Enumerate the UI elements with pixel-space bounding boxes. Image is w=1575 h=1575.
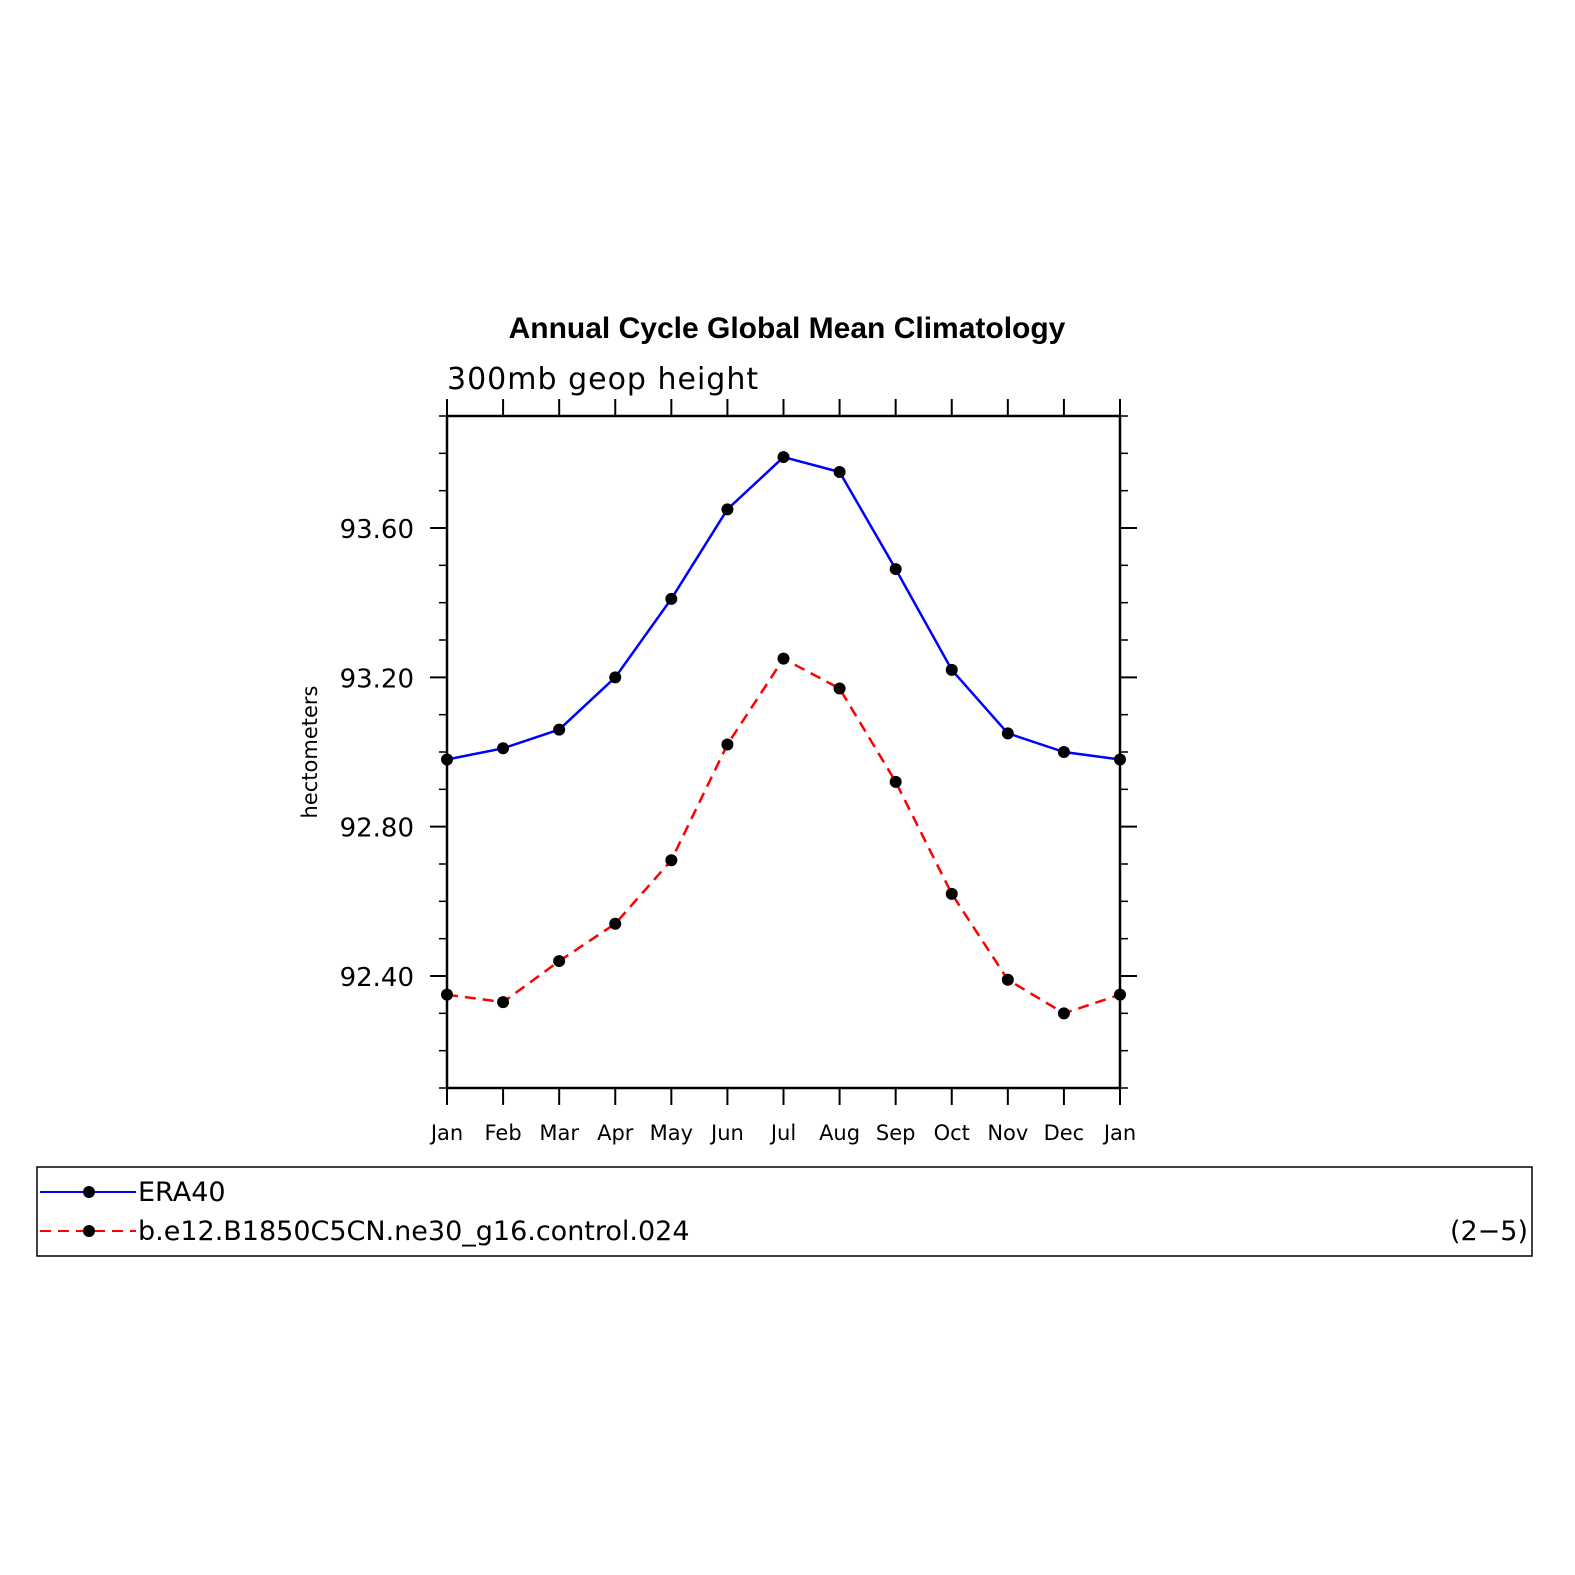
x-tick-label: Jul [769,1121,796,1145]
data-point-series-0 [889,563,902,576]
panel-label: (2−5) [1450,1216,1528,1247]
data-point-series-1 [721,738,734,751]
data-point-series-1 [945,887,958,900]
legend-box [36,1166,1533,1257]
data-point-series-0 [665,592,678,605]
data-point-series-0 [553,723,566,736]
series-line-1 [446,657,1121,1015]
x-tick-label: Jun [709,1121,744,1145]
data-point-series-0 [1114,753,1126,766]
x-tick-label: Mar [539,1121,579,1145]
data-point-series-0 [945,663,958,676]
data-point-series-1 [609,917,622,930]
y-tick-label: 92.80 [340,814,414,844]
data-point-series-1 [553,955,566,968]
data-point-series-1 [497,996,510,1009]
data-point-series-1 [1001,973,1014,986]
y-tick-label: 93.20 [340,664,414,694]
x-tick-label: Jan [1102,1121,1136,1145]
x-tick-label: Dec [1044,1121,1085,1145]
legend-marker-era40 [83,1186,95,1198]
data-point-series-0 [833,466,846,478]
data-point-series-0 [721,503,734,516]
data-point-series-1 [889,775,902,788]
x-tick-label: Jan [429,1121,463,1145]
chart-subtitle: 300mb geop height [447,362,759,397]
data-point-series-0 [441,753,453,766]
data-point-series-0 [1057,746,1070,758]
chart-title: Annual Cycle Global Mean Climatology [509,312,1066,345]
data-point-series-0 [609,671,622,684]
data-point-series-1 [665,854,678,867]
x-tick-label: Nov [987,1121,1028,1145]
x-tick-label: Aug [819,1121,860,1145]
data-point-series-0 [1001,727,1014,740]
x-tick-label: Oct [934,1121,970,1145]
data-point-series-1 [777,652,790,665]
x-tick-label: Sep [876,1121,916,1145]
x-tick-label: May [650,1121,693,1145]
y-tick-label: 92.40 [340,963,414,993]
series-line-0 [446,455,1121,761]
data-point-series-1 [1057,1007,1070,1020]
x-tick-label: Feb [484,1121,521,1145]
data-point-series-0 [497,742,510,755]
plot-axes: Jan Feb Mar Apr May Jun Jul Aug Sep Oct Nov Dec Jan 9… [340,399,1137,1145]
y-tick-label: 93.60 [340,515,414,545]
legend-label-era40: ERA40 [138,1177,226,1208]
legend-label-model: b.e12.B1850C5CN.ne30_g16.control.024 [138,1216,690,1247]
series-layer [441,451,1126,1020]
legend: ERA40 b.e12.B1850C5CN.ne30_g16.control.0… [36,1166,1533,1257]
data-point-series-1 [1114,988,1126,1001]
x-tick-label: Apr [597,1121,634,1145]
data-point-series-0 [777,451,790,464]
data-point-series-1 [441,988,453,1001]
y-axis-label: hectometers [298,686,322,819]
legend-marker-model [83,1225,95,1237]
data-point-series-1 [833,682,846,695]
